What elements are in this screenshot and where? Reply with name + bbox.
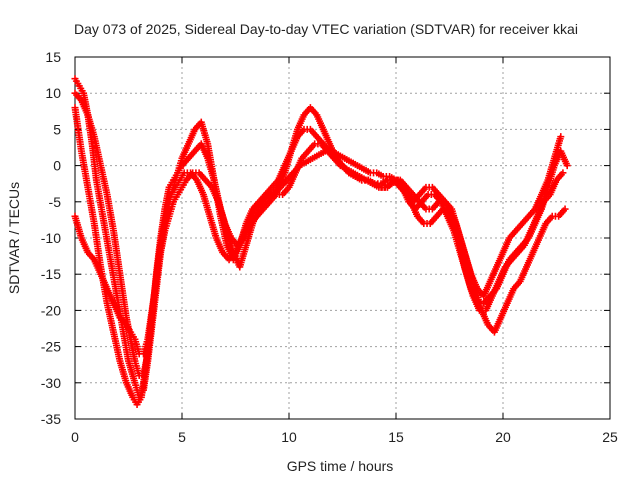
series-3: [71, 140, 569, 358]
x-tick-label: 25: [602, 429, 618, 445]
y-tick-label: -25: [41, 339, 61, 355]
chart-title: Day 073 of 2025, Sidereal Day-to-day VTE…: [74, 21, 578, 37]
y-axis-label: SDTVAR / TECUs: [6, 182, 22, 294]
y-tick-label: -20: [41, 302, 61, 318]
x-axis-label: GPS time / hours: [287, 458, 394, 474]
y-tick-label: 5: [53, 121, 61, 137]
y-tick-label: 0: [53, 158, 61, 174]
x-tick-label: 20: [495, 429, 511, 445]
y-tick-label: 15: [45, 49, 61, 65]
data-points: [71, 75, 571, 409]
x-tick-label: 0: [71, 429, 79, 445]
x-tick-label: 10: [281, 429, 297, 445]
series-4: [71, 89, 565, 380]
x-tick-label: 15: [388, 429, 404, 445]
grid: [75, 57, 610, 419]
y-tick-label: -5: [49, 194, 62, 210]
data-point: [557, 133, 565, 141]
y-tick-label: -35: [41, 411, 61, 427]
y-tick-label: -10: [41, 230, 61, 246]
data-point: [561, 205, 569, 213]
y-tick-label: -15: [41, 266, 61, 282]
y-tick-label: -30: [41, 375, 61, 391]
data-point: [559, 169, 567, 177]
x-axis: 0 5 10 15 20 25: [71, 57, 618, 445]
x-tick-label: 5: [178, 429, 186, 445]
y-tick-label: 10: [45, 85, 61, 101]
y-axis: -35 -30 -25 -20 -15 -10 -5 0 5 10 15: [41, 49, 610, 427]
data-point: [563, 162, 571, 170]
